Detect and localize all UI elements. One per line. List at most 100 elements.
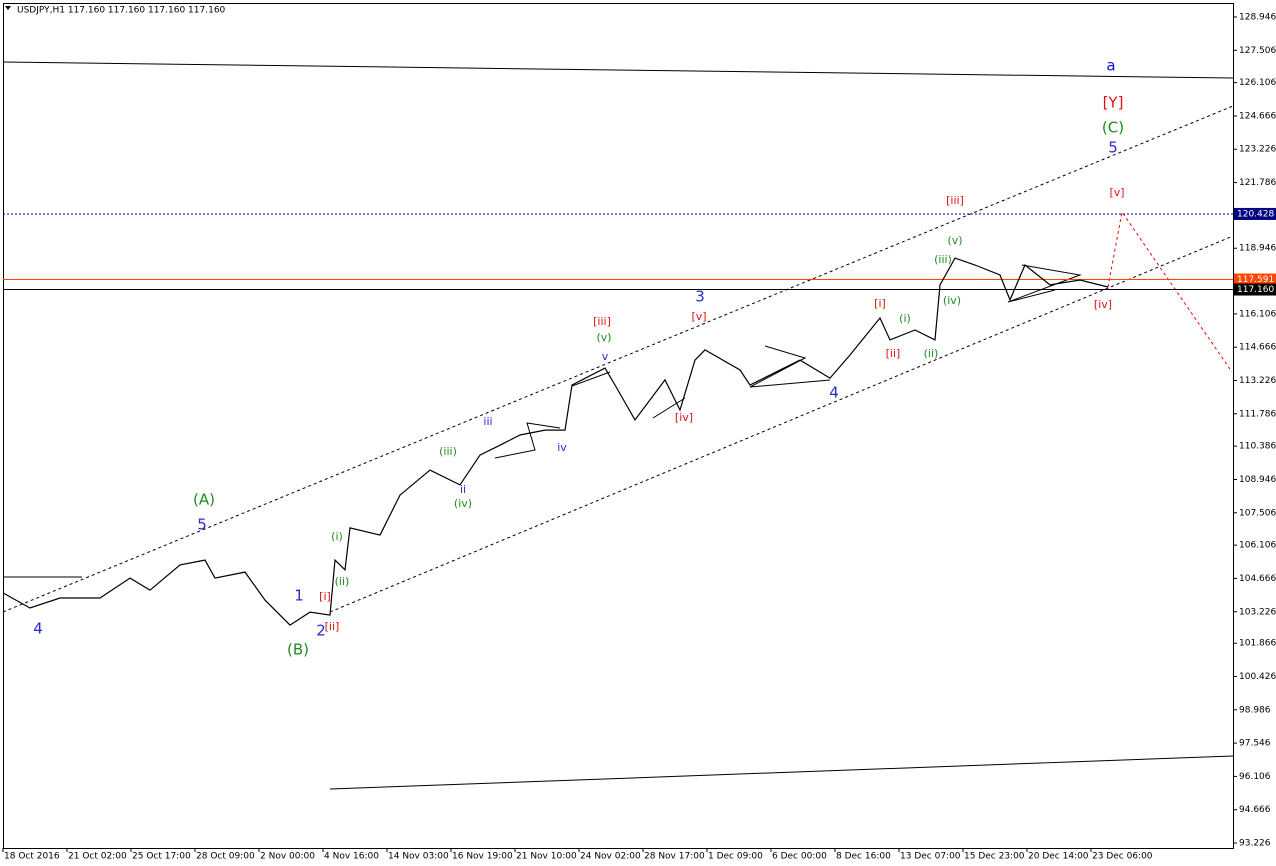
y-tick-label: 114.666 — [1239, 343, 1276, 353]
x-tick-label: 2 Nov 00:00 — [260, 852, 315, 862]
drawings — [2, 61, 1234, 790]
triangle — [749, 345, 831, 388]
x-tick-label: 4 Nov 16:00 — [324, 852, 379, 862]
price-tag — [1234, 273, 1276, 286]
wave-label: (i) — [331, 530, 343, 543]
wave-label: [ii] — [325, 620, 340, 633]
channel-line — [329, 235, 1234, 613]
y-tick-label: 108.946 — [1239, 475, 1276, 485]
wave-label: (ii) — [335, 575, 350, 588]
y-tick-label: 127.506 — [1239, 46, 1276, 56]
y-tick-label: 93.226 — [1239, 839, 1271, 849]
wave-label: 4 — [33, 620, 43, 638]
wave-label: (iii) — [439, 445, 457, 458]
y-tick-label: 104.666 — [1239, 574, 1276, 584]
wave-label: [ii] — [886, 347, 901, 360]
price-tag-label: 117.591 — [1237, 275, 1274, 285]
x-tick-label: 8 Dec 16:00 — [836, 852, 891, 862]
wave-label: (ii) — [924, 347, 939, 360]
y-tick-label: 100.426 — [1239, 672, 1276, 682]
y-tick-label: 128.946 — [1239, 12, 1276, 22]
y-tick-label: 98.986 — [1239, 705, 1271, 715]
triangle — [494, 422, 561, 459]
wave-label: (B) — [287, 641, 309, 659]
wave-label: 5 — [1108, 138, 1118, 156]
y-tick-label: 124.666 — [1239, 111, 1276, 121]
wave-label: 3 — [695, 287, 705, 305]
y-tick-label: 96.106 — [1239, 772, 1271, 782]
wave-label: [v] — [691, 310, 706, 323]
wave-label: [v] — [1109, 186, 1124, 199]
x-tick-label: 24 Nov 02:00 — [580, 852, 641, 862]
x-tick-label: 28 Oct 09:00 — [196, 852, 255, 862]
y-tick-label: 107.506 — [1239, 508, 1276, 518]
x-tick-label: 25 Oct 17:00 — [132, 852, 191, 862]
y-tick-label: 106.106 — [1239, 541, 1276, 551]
y-tick-label: 118.946 — [1239, 244, 1276, 254]
price-tag — [1234, 283, 1276, 296]
wave-label: [iii] — [593, 315, 611, 328]
price-tag-label: 117.160 — [1237, 285, 1274, 295]
trend-line — [2, 61, 1234, 79]
wave-label: a — [1106, 56, 1115, 74]
wave-label: [Y] — [1103, 93, 1124, 111]
y-tick-label: 97.546 — [1239, 739, 1271, 749]
x-tick-label: 21 Nov 10:00 — [516, 852, 577, 862]
chart-title: USDJPY,H1 117.160 117.160 117.160 117.16… — [17, 6, 226, 16]
x-tick-label: 1 Dec 09:00 — [708, 852, 763, 862]
wave-label: (C) — [1102, 118, 1124, 136]
wave-label: (iv) — [454, 497, 472, 510]
x-tick-label: 15 Dec 23:00 — [964, 852, 1025, 862]
wave-label: 4 — [829, 384, 839, 402]
y-tick-label: 121.786 — [1239, 178, 1276, 188]
wave-label: (iv) — [943, 294, 961, 307]
wave-label: iv — [557, 441, 567, 454]
wave-label: 5 — [197, 516, 207, 534]
wave-label: (v) — [947, 234, 962, 247]
y-tick-label: 113.226 — [1239, 376, 1276, 386]
wave-label: [iii] — [946, 194, 964, 207]
wave-label: [iv] — [1094, 298, 1112, 311]
wave-label: [i] — [319, 590, 331, 603]
x-tick-label: 20 Dec 14:00 — [1028, 852, 1089, 862]
triangle — [1007, 264, 1082, 303]
x-tick-label: 6 Dec 00:00 — [772, 852, 827, 862]
x-tick-label: 21 Oct 02:00 — [68, 852, 127, 862]
y-tick-label: 110.386 — [1239, 442, 1276, 452]
projection — [1107, 210, 1233, 373]
y-tick-label: 111.786 — [1239, 409, 1276, 419]
wave-label: ii — [460, 483, 466, 496]
wave-label: 2 — [316, 622, 326, 640]
y-tick-label: 123.226 — [1239, 145, 1276, 155]
wave-label: [iv] — [675, 411, 693, 424]
wave-label: (v) — [596, 331, 611, 344]
triangle — [652, 397, 686, 419]
plot-frame — [3, 3, 1234, 849]
trend-line — [329, 755, 1234, 790]
wave-label: (i) — [899, 312, 911, 325]
y-tick-label: 126.106 — [1239, 78, 1276, 88]
x-tick-label: 23 Dec 06:00 — [1092, 852, 1153, 862]
y-tick-label: 116.106 — [1239, 309, 1276, 319]
price-tag — [1234, 207, 1276, 220]
x-tick-label: 16 Nov 19:00 — [452, 852, 513, 862]
y-tick-label: 101.866 — [1239, 639, 1276, 649]
y-tick-label: 94.666 — [1239, 805, 1271, 815]
wave-label: 1 — [294, 587, 304, 605]
x-tick-label: 14 Nov 03:00 — [388, 852, 449, 862]
x-tick-label: 18 Oct 2016 — [4, 852, 60, 862]
wave-label: v — [602, 350, 609, 363]
wave-label: (iii) — [934, 253, 952, 266]
menu-arrow[interactable] — [5, 6, 11, 10]
wave-label: iii — [483, 415, 492, 428]
price-line — [2, 257, 1109, 626]
x-tick-label: 28 Nov 17:00 — [644, 852, 705, 862]
wave-label: (A) — [193, 490, 215, 508]
price-tag-label: 120.428 — [1237, 209, 1274, 219]
x-tick-label: 13 Dec 07:00 — [900, 852, 961, 862]
wave-label: [i] — [874, 297, 886, 310]
triangle — [571, 371, 611, 387]
y-tick-label: 103.226 — [1239, 607, 1276, 617]
